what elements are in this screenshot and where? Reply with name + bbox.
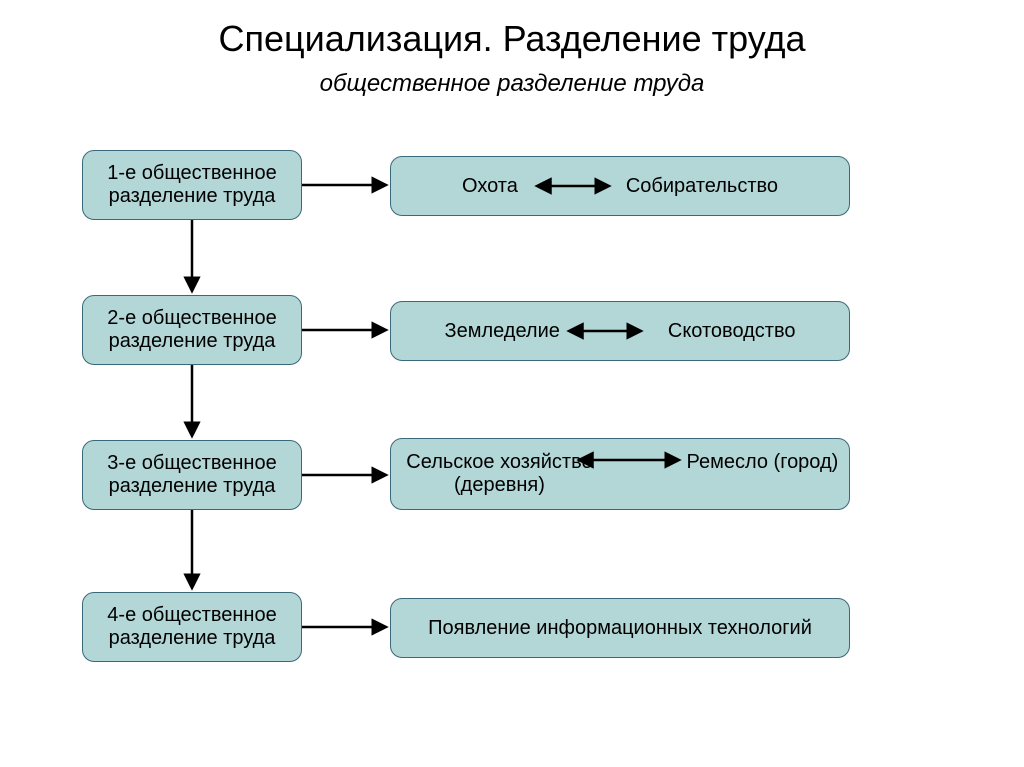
stage-3-result-a: Сельское хозяйство (деревня) — [401, 451, 598, 497]
stage-3-result-box: Сельское хозяйство (деревня) Ремесло (го… — [390, 438, 850, 510]
stage-1-box: 1-е общественное разделение труда — [82, 150, 302, 220]
stage-3-box: 3-е общественное разделение труда — [82, 440, 302, 510]
stage-2-result-box: Земледелие Скотоводство — [390, 301, 850, 361]
page-subtitle: общественное разделение труда — [0, 60, 1024, 98]
stage-1-result-box: Охота Собирательство — [390, 156, 850, 216]
stage-1-result-b: Собирательство — [626, 175, 778, 198]
stage-4-box: 4-е общественное разделение труда — [82, 592, 302, 662]
page-title: Специализация. Разделение труда — [0, 0, 1024, 60]
stage-3-label: 3-е общественное разделение труда — [93, 452, 291, 498]
stage-2-label: 2-е общественное разделение труда — [93, 307, 291, 353]
stage-3-result-b: Ремесло (город) — [686, 451, 839, 474]
stage-2-box: 2-е общественное разделение труда — [82, 295, 302, 365]
stage-4-result-text: Появление информационных технологий — [428, 617, 812, 639]
stage-1-result-a: Охота — [462, 175, 518, 198]
stage-2-result-a: Земледелие — [444, 320, 559, 343]
stage-1-label: 1-е общественное разделение труда — [93, 162, 291, 208]
stage-4-result-box: Появление информационных технологий — [390, 598, 850, 658]
stage-4-label: 4-е общественное разделение труда — [93, 604, 291, 650]
stage-2-result-b: Скотоводство — [668, 320, 796, 343]
